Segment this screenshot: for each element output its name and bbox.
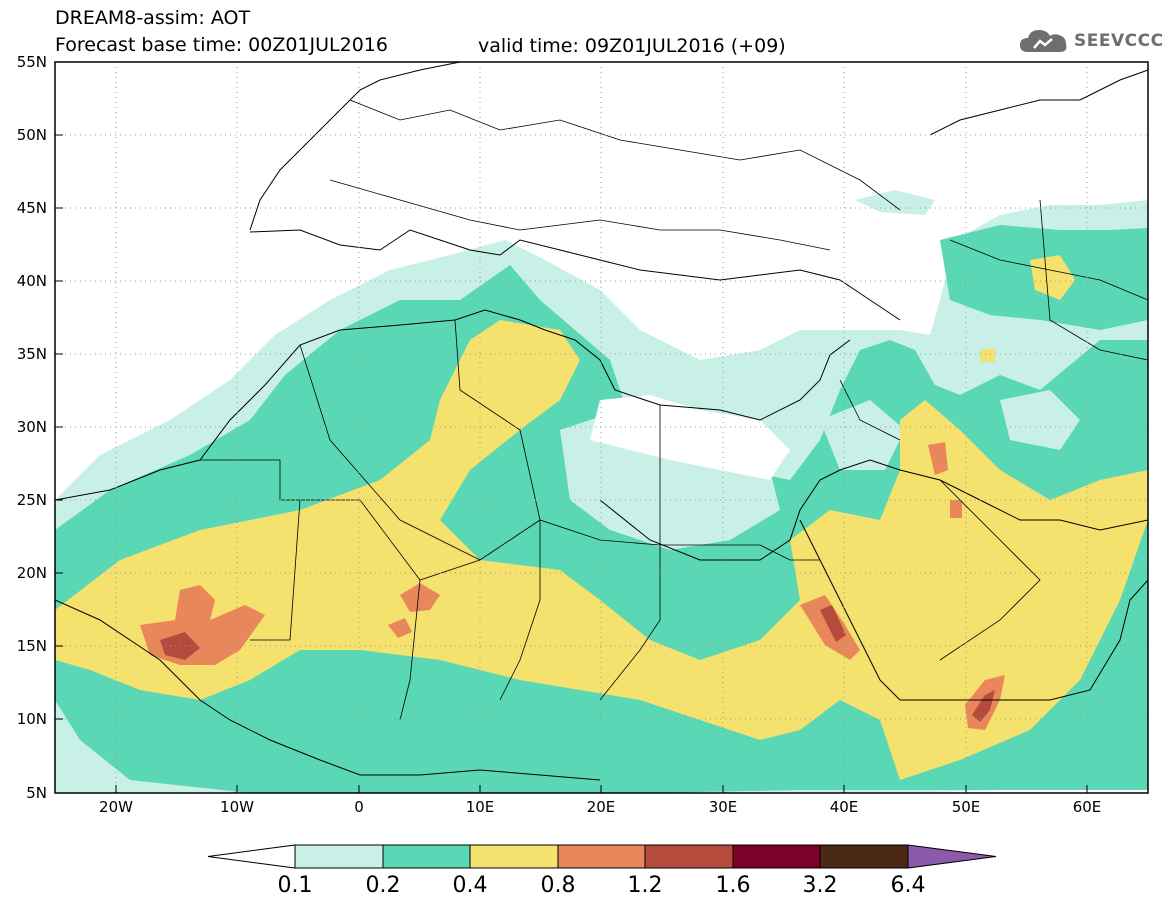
valid-time: valid time: 09Z01JUL2016 (+09) <box>478 35 786 57</box>
colorbar-segment <box>469 844 559 869</box>
lat-label: 20N <box>17 564 47 582</box>
lon-label: 0 <box>354 798 364 816</box>
aot-level-0-4 <box>55 255 1148 780</box>
lat-label: 25N <box>17 491 47 509</box>
colorbar-segment <box>557 844 646 869</box>
lat-label: 35N <box>17 345 47 363</box>
longitude-labels: 20W 10W 0 10E 20E 30E 40E 50E 60E <box>99 798 1101 816</box>
lon-label: 20E <box>587 798 616 816</box>
lon-label: 50E <box>952 798 981 816</box>
lon-label: 10E <box>466 798 495 816</box>
forecast-base-time: Forecast base time: 00Z01JUL2016 <box>55 34 388 56</box>
colorbar-segment <box>382 844 471 869</box>
colorbar-label: 0.8 <box>541 873 576 898</box>
map-title: DREAM8-assim: AOT <box>55 7 251 29</box>
colorbar-label: 0.2 <box>366 873 401 898</box>
colorbar-high-triangle <box>907 844 997 869</box>
colorbar-label: 6.4 <box>891 873 926 898</box>
lon-label: 20W <box>99 798 133 816</box>
lon-label: 10W <box>220 798 254 816</box>
lat-label: 45N <box>17 199 47 217</box>
lon-label: 40E <box>830 798 859 816</box>
colorbar-segment <box>732 844 821 869</box>
colorbar-segment <box>294 844 384 869</box>
lat-label: 55N <box>17 53 47 71</box>
colorbar-segment <box>644 844 734 869</box>
lat-label: 10N <box>17 710 47 728</box>
lon-label: 60E <box>1073 798 1102 816</box>
colorbar <box>207 844 997 869</box>
colorbar-label: 1.2 <box>628 873 663 898</box>
colorbar-low-triangle <box>207 844 296 869</box>
coastlines <box>55 62 1148 781</box>
lat-label: 15N <box>17 637 47 655</box>
colorbar-label: 3.2 <box>803 873 838 898</box>
cloud-logo-icon <box>1020 30 1067 52</box>
colorbar-labels: 0.1 0.2 0.4 0.8 1.2 1.6 3.2 6.4 <box>278 873 926 898</box>
axis-ticks <box>55 61 1088 794</box>
colorbar-segment <box>819 844 909 869</box>
lat-label: 40N <box>17 272 47 290</box>
brand-logo: SEEVCCC <box>1018 26 1164 56</box>
brand-name: SEEVCCC <box>1074 31 1164 51</box>
country-borders <box>200 99 1148 721</box>
latitude-labels: 55N 50N 45N 40N 35N 30N 25N 20N 15N 10N … <box>17 53 47 802</box>
colorbar-label: 1.6 <box>716 873 751 898</box>
lat-label: 5N <box>26 784 47 802</box>
colorbar-label: 0.1 <box>278 873 313 898</box>
lat-label: 30N <box>17 418 47 436</box>
lat-label: 50N <box>17 126 47 144</box>
graticule <box>55 62 1148 793</box>
lon-label: 30E <box>709 798 738 816</box>
colorbar-label: 0.4 <box>453 873 488 898</box>
